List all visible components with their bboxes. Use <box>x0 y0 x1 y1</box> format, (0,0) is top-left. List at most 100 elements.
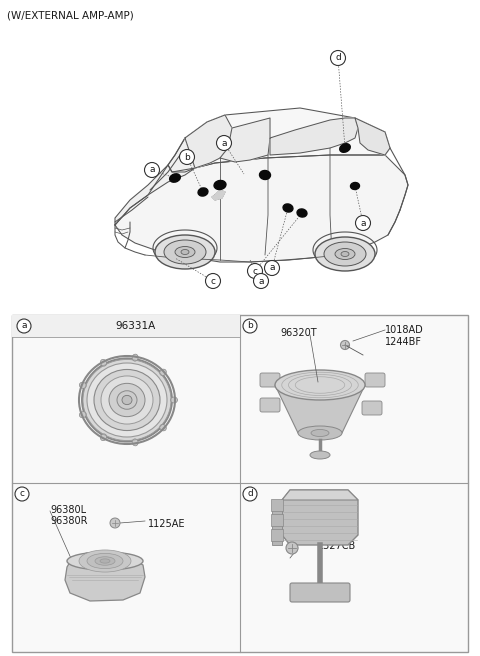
Ellipse shape <box>67 552 143 570</box>
Ellipse shape <box>214 180 226 190</box>
FancyBboxPatch shape <box>260 373 280 387</box>
Circle shape <box>248 264 263 279</box>
Text: b: b <box>184 152 190 161</box>
Ellipse shape <box>340 340 349 350</box>
Circle shape <box>110 518 120 528</box>
FancyBboxPatch shape <box>290 583 350 602</box>
Text: 96370N: 96370N <box>310 513 348 523</box>
Ellipse shape <box>164 240 206 264</box>
FancyBboxPatch shape <box>271 499 283 511</box>
Ellipse shape <box>94 369 160 430</box>
Text: (W/EXTERNAL AMP-AMP): (W/EXTERNAL AMP-AMP) <box>7 10 134 20</box>
Ellipse shape <box>275 370 365 400</box>
Ellipse shape <box>310 451 330 459</box>
Ellipse shape <box>160 369 166 376</box>
Circle shape <box>216 136 231 150</box>
Circle shape <box>180 150 194 165</box>
Ellipse shape <box>283 204 293 212</box>
Ellipse shape <box>87 554 123 569</box>
Text: c: c <box>211 276 216 285</box>
Ellipse shape <box>109 383 145 417</box>
Ellipse shape <box>315 237 375 271</box>
Text: b: b <box>247 321 253 331</box>
Text: a: a <box>360 218 366 228</box>
Circle shape <box>331 51 346 66</box>
Polygon shape <box>212 190 225 200</box>
Ellipse shape <box>169 174 180 182</box>
Text: c: c <box>252 266 257 276</box>
Ellipse shape <box>79 550 131 572</box>
Text: c: c <box>20 489 24 499</box>
Polygon shape <box>282 490 358 500</box>
Polygon shape <box>185 115 232 168</box>
Ellipse shape <box>341 251 349 256</box>
Circle shape <box>356 216 371 230</box>
Text: d: d <box>247 489 253 499</box>
Polygon shape <box>282 490 358 545</box>
Circle shape <box>243 319 257 333</box>
Circle shape <box>264 260 279 276</box>
Ellipse shape <box>335 249 355 260</box>
Bar <box>12 315 468 652</box>
Circle shape <box>144 163 159 178</box>
Polygon shape <box>270 118 358 155</box>
Ellipse shape <box>122 396 132 405</box>
Ellipse shape <box>100 559 110 563</box>
FancyBboxPatch shape <box>365 373 385 387</box>
Circle shape <box>15 487 29 501</box>
Polygon shape <box>168 108 390 172</box>
Ellipse shape <box>101 376 153 424</box>
Circle shape <box>286 542 298 554</box>
Ellipse shape <box>298 426 342 440</box>
Circle shape <box>253 274 268 289</box>
Ellipse shape <box>82 358 172 441</box>
Text: 1125AE: 1125AE <box>148 519 185 529</box>
Ellipse shape <box>198 188 208 196</box>
Ellipse shape <box>117 391 137 409</box>
Ellipse shape <box>340 144 350 152</box>
Text: d: d <box>335 54 341 62</box>
Text: 1327CB: 1327CB <box>318 541 356 551</box>
FancyBboxPatch shape <box>260 398 280 412</box>
Text: a: a <box>149 165 155 174</box>
Ellipse shape <box>260 171 271 180</box>
Bar <box>12 315 240 337</box>
FancyBboxPatch shape <box>362 401 382 415</box>
Circle shape <box>243 487 257 501</box>
Circle shape <box>205 274 220 289</box>
Ellipse shape <box>87 363 167 437</box>
Ellipse shape <box>155 235 215 269</box>
Ellipse shape <box>132 354 138 361</box>
Text: 1018AD: 1018AD <box>385 325 424 335</box>
Text: 96380R: 96380R <box>50 516 87 526</box>
Ellipse shape <box>132 439 138 446</box>
Ellipse shape <box>175 247 195 258</box>
Polygon shape <box>115 138 195 225</box>
Text: a: a <box>221 138 227 148</box>
Ellipse shape <box>311 430 329 436</box>
Ellipse shape <box>100 359 107 366</box>
Ellipse shape <box>324 242 366 266</box>
Text: 96331A: 96331A <box>116 321 156 331</box>
Ellipse shape <box>170 397 178 403</box>
Ellipse shape <box>160 424 166 431</box>
Text: 1244BF: 1244BF <box>385 337 422 347</box>
Ellipse shape <box>79 412 86 418</box>
FancyBboxPatch shape <box>271 529 283 541</box>
Text: a: a <box>258 276 264 285</box>
Text: 96320T: 96320T <box>280 328 317 338</box>
FancyBboxPatch shape <box>271 514 283 526</box>
Polygon shape <box>272 502 282 545</box>
Ellipse shape <box>297 209 307 217</box>
Polygon shape <box>355 118 390 155</box>
Ellipse shape <box>95 557 115 565</box>
Polygon shape <box>220 118 270 162</box>
Text: a: a <box>21 321 27 331</box>
Ellipse shape <box>350 182 360 190</box>
Text: 96380L: 96380L <box>50 505 86 515</box>
Polygon shape <box>65 553 145 601</box>
Polygon shape <box>275 385 365 433</box>
Circle shape <box>17 319 31 333</box>
Ellipse shape <box>100 434 107 441</box>
Ellipse shape <box>79 382 86 388</box>
